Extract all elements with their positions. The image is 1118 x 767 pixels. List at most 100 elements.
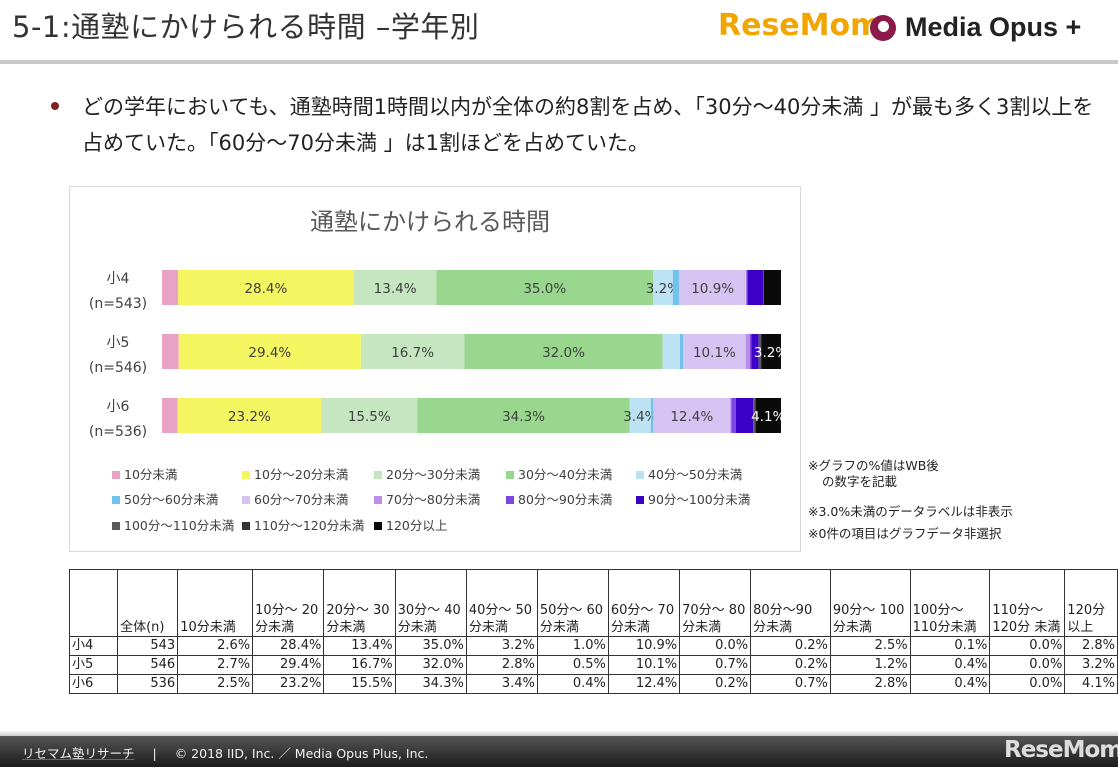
bar-segment	[672, 270, 679, 305]
table-cell: 0.0%	[989, 655, 1066, 675]
bar-segment	[653, 398, 731, 433]
table-cell: 2.8%	[465, 655, 538, 675]
table-cell: 536	[117, 674, 179, 694]
footer-shadow	[0, 730, 1118, 736]
bar-segment	[763, 270, 764, 305]
bar-segment	[353, 270, 437, 305]
stacked-bar-chart: 通塾にかけられる時間 小4 (n=543) 28.4% 13.4% 35.0% 3.2% 10…	[69, 186, 801, 552]
footer-text: リセマム塾リサーチ | © 2018 IID, Inc. ／ Media Opu…	[22, 743, 428, 762]
table-cell: 0.7%	[679, 655, 752, 675]
bar-segment	[177, 398, 322, 433]
note-wb-line2: の数字を記載	[822, 474, 898, 489]
bar-segment	[436, 270, 653, 305]
category-n-label: (n=543)	[89, 296, 147, 312]
legend-label: 50分～60分未満	[124, 492, 218, 507]
bar-segment	[683, 334, 746, 369]
table-cell: 2.6%	[177, 636, 254, 656]
table-cell: 0.0%	[679, 636, 752, 656]
table-cell: 0.4%	[909, 674, 991, 694]
table-cell: 2.7%	[177, 655, 254, 675]
table-cell: 小5	[68, 655, 119, 675]
table-header-cell: 50分～ 60分未満	[536, 569, 609, 637]
table-cell: 3.2%	[1064, 655, 1118, 675]
table-header-cell: 10分未満	[177, 569, 254, 637]
table-header-cell: 40分～ 50分未満	[465, 569, 538, 637]
legend-label: 70分～80分未満	[386, 492, 480, 507]
legend-swatch	[112, 496, 120, 504]
media-opus-logo: Media Opus +	[870, 12, 1081, 43]
table-cell: 0.2%	[750, 636, 831, 656]
table-header-cell: 80分～90 分未満	[750, 569, 831, 637]
table-cell: 32.0%	[394, 655, 467, 675]
bar-segment	[761, 334, 781, 369]
table-cell: 23.2%	[252, 674, 325, 694]
media-opus-logo-text: Media Opus +	[905, 12, 1082, 42]
bar-segment	[178, 334, 361, 369]
table-row: 小4 543 2.6% 28.4% 13.4% 35.0% 3.2% 1.0% 10.9% 0.0…	[68, 636, 1118, 656]
chart-title: 通塾にかけられる時間	[310, 208, 550, 236]
legend-swatch	[506, 471, 514, 479]
legend-label: 10分未満	[124, 467, 177, 482]
table-cell: 0.0%	[989, 636, 1066, 656]
bar-segment	[735, 398, 754, 433]
legend-label: 90分～100分未満	[648, 492, 750, 507]
bullet-icon	[51, 102, 59, 110]
legend-swatch	[374, 522, 382, 530]
bar-segment	[629, 398, 651, 433]
legend-label: 40分～50分未満	[648, 467, 742, 482]
table-cell: 0.5%	[536, 655, 609, 675]
bar-segment	[755, 398, 781, 433]
bar-segment	[653, 270, 673, 305]
bar-segment	[731, 398, 736, 433]
category-n-label: (n=536)	[89, 424, 147, 440]
table-header-cell: 70分～ 80分未満	[679, 569, 752, 637]
bar-segment	[162, 270, 179, 305]
bar-segment	[747, 270, 764, 305]
bar-segment	[730, 398, 732, 433]
table-header-cell: 20分～ 30分未満	[323, 569, 396, 637]
bar-segment	[321, 398, 418, 433]
category-n-label: (n=546)	[89, 360, 147, 376]
table-cell: 4.1%	[1064, 674, 1118, 694]
table-header-cell: 90分～ 100分未満	[829, 569, 911, 637]
legend-swatch	[242, 496, 250, 504]
table-cell: 546	[117, 655, 179, 675]
table-cell: 13.4%	[323, 636, 396, 656]
footer-separator: |	[152, 746, 157, 761]
data-label: 16.7%	[391, 345, 434, 361]
note-wb-line1: ※グラフの%値はWB後	[808, 458, 939, 473]
note-zero-items: ※0件の項目はグラフデータ非選択	[808, 526, 1002, 541]
footer-bar	[0, 736, 1118, 767]
legend-label: 120分以上	[386, 518, 447, 533]
bar-segment	[745, 334, 751, 369]
table-cell: 1.0%	[536, 636, 609, 656]
table-cell: 35.0%	[394, 636, 467, 656]
table-cell: 10.9%	[607, 636, 681, 656]
table-cell: 0.2%	[679, 674, 752, 694]
table-cell: 16.7%	[323, 655, 396, 675]
data-table: 全体(n) 10分未満 10分～ 20分未満 20分～ 30分未満 30分～ 40分未満…	[68, 569, 1118, 694]
legend-label: 30分～40分未満	[518, 467, 612, 482]
legend-label: 10分～20分未満	[254, 467, 348, 482]
table-cell: 2.5%	[829, 636, 911, 656]
data-label: 28.4%	[244, 281, 287, 297]
table-cell: 3.4%	[465, 674, 538, 694]
legend-swatch	[374, 471, 382, 479]
bar-segment	[758, 334, 762, 369]
table-header-row: 全体(n) 10分未満 10分～ 20分未満 20分～ 30分未満 30分～ 40分未満…	[68, 569, 1118, 637]
data-label: 15.5%	[348, 409, 391, 425]
footer-copyright: © 2018 IID, Inc. ／ Media Opus Plus, Inc.	[174, 746, 429, 761]
table-header-cell: 60分～ 70分未満	[607, 569, 681, 637]
bar-segment	[751, 334, 759, 369]
table-cell: 543	[117, 636, 179, 656]
footer-logo: ReseMom	[1004, 737, 1118, 763]
data-label: 23.2%	[228, 409, 271, 425]
data-label: 13.4%	[374, 281, 417, 297]
table-cell: 2.8%	[829, 674, 911, 694]
table-header-cell: 全体(n)	[117, 569, 179, 637]
data-label: 4.1%	[751, 409, 785, 425]
table-cell: 小4	[68, 636, 119, 656]
table-header-cell: 10分～ 20分未満	[252, 569, 325, 637]
legend-swatch	[636, 471, 644, 479]
